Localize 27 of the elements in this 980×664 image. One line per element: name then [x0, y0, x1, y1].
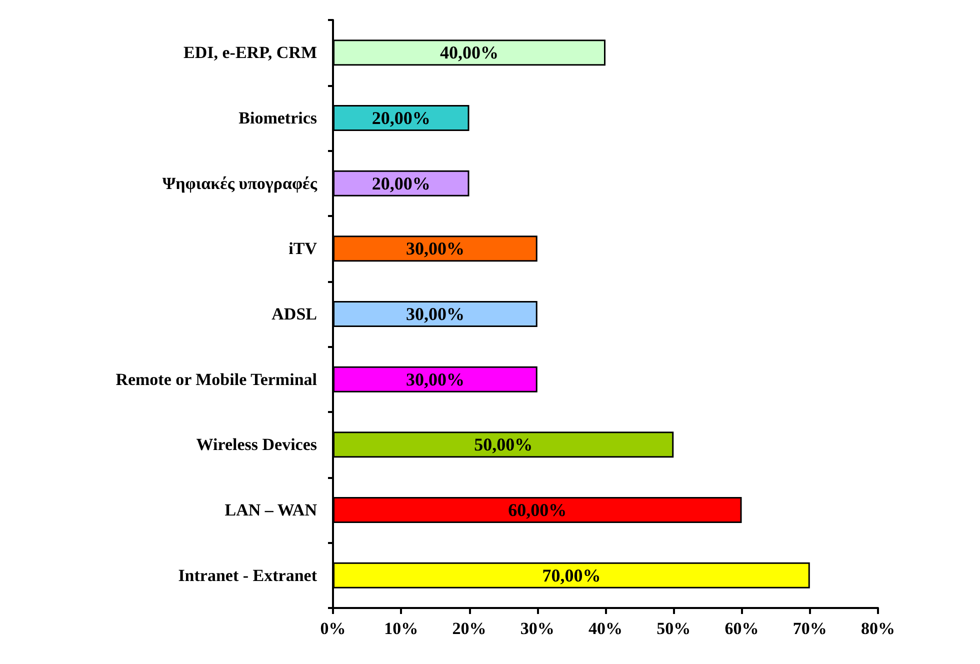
x-tick-label: 20% [452, 619, 486, 638]
data-label: 30,00% [406, 304, 464, 324]
data-label: 40,00% [440, 42, 498, 63]
x-tick-label: 70% [792, 619, 827, 638]
y-tick-label: ADSL [272, 304, 317, 324]
x-tick-label: 0% [320, 619, 346, 638]
x-tick-label: 80% [861, 619, 895, 638]
data-label: 20,00% [372, 173, 430, 194]
x-tick-label: 10% [384, 619, 418, 638]
y-tick-label: Wireless Devices [196, 435, 318, 454]
data-label: 30,00% [406, 369, 464, 390]
data-label: 50,00% [474, 434, 533, 455]
x-tick-label: 60% [724, 619, 759, 638]
data-label: 30,00% [406, 238, 464, 259]
y-tick-label: Intranet - Extranet [178, 566, 318, 585]
data-label: 60,00% [508, 500, 567, 520]
y-tick-label: EDI, e-ERP, CRM [184, 43, 317, 62]
y-tick-label: iTV [288, 239, 318, 258]
x-tick-label: 50% [656, 619, 691, 638]
y-tick-label: Remote or Mobile Terminal [116, 370, 318, 389]
data-label: 70,00% [542, 565, 601, 586]
x-tick-label: 30% [520, 619, 554, 638]
y-tick-label: Ψηφιακές υπογραφές [162, 174, 318, 193]
x-tick-label: 40% [588, 619, 622, 638]
y-tick-label: LAN – WAN [224, 500, 318, 520]
data-label: 20,00% [372, 108, 430, 128]
y-tick-label: Biometrics [238, 108, 318, 128]
